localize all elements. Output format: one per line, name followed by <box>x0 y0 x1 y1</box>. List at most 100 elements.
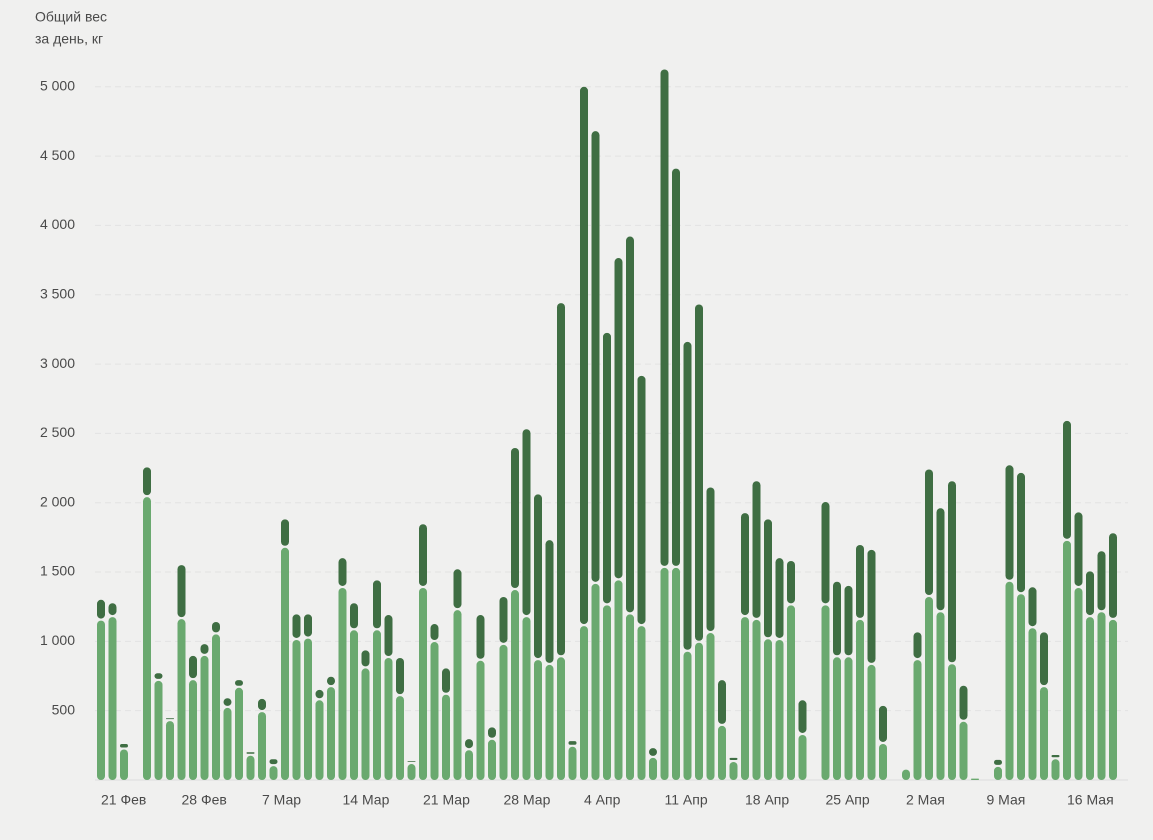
bar-segment <box>545 664 554 780</box>
bar-segment <box>246 752 255 754</box>
bar-segment <box>994 766 1002 780</box>
bar-segment <box>614 258 623 579</box>
bar-segment <box>269 759 278 765</box>
bar-segment <box>660 567 669 780</box>
bar-segment <box>534 660 542 780</box>
y-tick-label: 3 000 <box>40 355 75 371</box>
bar-segment <box>844 585 853 656</box>
bar-segment <box>948 481 956 663</box>
bar-segment <box>522 617 531 780</box>
bar-segment <box>212 621 220 633</box>
bar-segment <box>384 657 393 780</box>
x-tick-label: 7 Мар <box>262 792 301 808</box>
bar-segment <box>626 236 634 613</box>
bar-segment <box>143 467 151 496</box>
bar-segment <box>833 581 841 656</box>
bar-segment <box>430 624 439 641</box>
bar-segment <box>913 660 922 780</box>
bar-segment <box>764 519 772 638</box>
x-tick-label: 18 Апр <box>745 792 789 808</box>
bar-segment <box>545 540 554 663</box>
bar-segment <box>959 721 968 780</box>
bar-segment <box>798 734 807 780</box>
bar-segment <box>258 712 266 780</box>
bar-segment <box>1040 687 1048 780</box>
bar-segment <box>304 614 312 637</box>
bar-segment <box>1051 759 1060 780</box>
bar-segment <box>223 707 232 780</box>
x-tick-label: 28 Мар <box>504 792 551 808</box>
bar-segment <box>948 664 956 780</box>
bar-segment <box>729 757 738 760</box>
bar-segment <box>1017 594 1025 780</box>
x-tick-label: 2 Мая <box>906 792 945 808</box>
bar-segment <box>591 131 600 582</box>
y-tick-label: 4 000 <box>40 216 75 232</box>
bar-segment <box>511 590 519 780</box>
bar-segment <box>189 655 197 679</box>
bar-segment <box>867 664 876 780</box>
y-tick-label: 2 500 <box>40 424 75 440</box>
bar-segment <box>683 651 692 780</box>
bar-segment <box>488 739 496 780</box>
bar-segment <box>292 614 301 638</box>
bar-segment <box>292 639 301 780</box>
bar-segment <box>361 650 370 667</box>
bar-segment <box>499 644 508 780</box>
bar-segment <box>879 743 887 780</box>
y-tick-label: 500 <box>52 701 76 717</box>
bar-segment <box>281 519 289 546</box>
bar-segment <box>1109 533 1117 618</box>
bar-segment <box>407 761 416 763</box>
bar-segment <box>327 676 335 686</box>
bar-segment <box>361 668 370 780</box>
bar-segment <box>384 615 393 656</box>
bar-segment <box>1097 551 1106 611</box>
x-tick-label: 4 Апр <box>584 792 621 808</box>
bar-segment <box>350 630 358 780</box>
bar-segment <box>787 605 795 780</box>
y-tick-label: 5 000 <box>40 77 75 93</box>
x-tick-label: 9 Мая <box>987 792 1026 808</box>
bar-segment <box>557 657 565 780</box>
bar-segment <box>741 513 749 616</box>
bar-segment <box>879 705 887 742</box>
bar-segment <box>1086 571 1094 616</box>
bar-segment <box>1051 755 1060 758</box>
bar-segment <box>419 524 427 586</box>
bar-segment <box>649 748 657 756</box>
bar-segment <box>108 603 117 616</box>
bar-segment <box>315 689 324 699</box>
bar-segment <box>752 619 761 780</box>
bar-segment <box>649 757 657 780</box>
bar-segment <box>1005 581 1014 780</box>
bar-segment <box>568 746 577 780</box>
y-tick-label: 2 000 <box>40 493 75 509</box>
bar-segment <box>465 739 473 749</box>
bar-segment <box>235 687 243 780</box>
bar-segment <box>442 694 450 780</box>
x-tick-label: 21 Фев <box>101 792 146 808</box>
bar-segment <box>143 497 151 780</box>
bar-segment <box>499 596 508 643</box>
bar-segment <box>603 332 611 604</box>
bar-segment <box>304 638 312 780</box>
bar-segment <box>223 698 232 706</box>
bar-segment <box>672 567 680 780</box>
x-tick-label: 11 Апр <box>665 792 708 808</box>
bar-segment <box>787 560 795 604</box>
bar-segment <box>1063 540 1071 780</box>
bar-segment <box>833 657 841 780</box>
bar-segment <box>189 680 197 780</box>
bar-segment <box>108 617 117 780</box>
y-axis-title: за день, кг <box>35 31 103 47</box>
bar-segment <box>1063 420 1071 539</box>
bar-segment <box>971 778 979 780</box>
bar-segment <box>315 700 324 780</box>
bar-segment <box>1086 617 1094 780</box>
bar-segment <box>246 755 255 780</box>
bar-segment <box>154 680 163 780</box>
bar-segment <box>959 685 968 720</box>
bar-segment <box>695 304 703 641</box>
